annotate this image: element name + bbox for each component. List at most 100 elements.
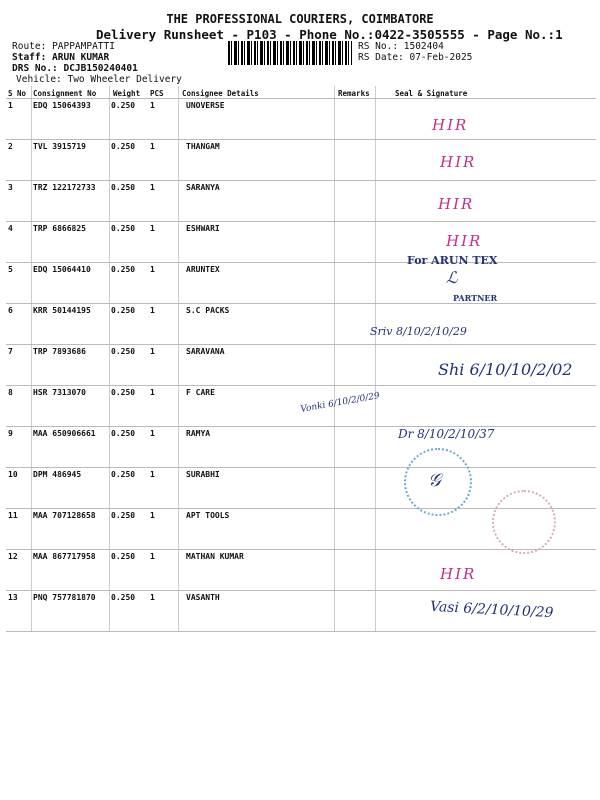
cell-weight: 0.250 [111,470,136,479]
cell-sno: 3 [8,183,13,192]
row-divider [6,549,596,550]
cell-pcs: 1 [150,593,155,602]
cell-sno: 5 [8,265,13,274]
row-divider [6,139,596,140]
signature-row12: HIR [440,565,477,583]
company-title: THE PROFESSIONAL COURIERS, COIMBATORE [166,12,434,26]
cell-weight: 0.250 [111,593,136,602]
header-divider [6,98,596,99]
cell-pcs: 1 [150,552,155,561]
stamp-signature-mark: ℒ [446,268,458,287]
seal-signature-mark: 𝒢 [428,470,441,491]
cell-pcs: 1 [150,142,155,151]
runsheet-subtitle: Delivery Runsheet - P103 - Phone No.:042… [96,27,563,42]
row-divider [6,426,596,427]
signature-row13: Vasi 6/2/10/10/29 [429,598,554,622]
signature-row1: HIR [432,116,469,134]
cell-consignment: HSR 7313070 [33,388,86,397]
cell-pcs: 1 [150,101,155,110]
cell-consignee: F CARE [186,388,215,397]
cell-sno: 10 [8,470,18,479]
cell-weight: 0.250 [111,552,136,561]
cell-pcs: 1 [150,224,155,233]
route: Route: PAPPAMPATTI [12,41,115,52]
column-divider [178,86,179,632]
cell-weight: 0.250 [111,142,136,151]
cell-sno: 8 [8,388,13,397]
signature-row3: HIR [438,195,475,213]
cell-pcs: 1 [150,470,155,479]
round-seal-stamp [404,448,472,516]
cell-weight: 0.250 [111,429,136,438]
column-divider [375,86,376,632]
cell-consignee: SARAVANA [186,347,225,356]
cell-sno: 6 [8,306,13,315]
cell-consignee: SURABHI [186,470,220,479]
cell-consignment: KRR 50144195 [33,306,91,315]
row-divider [6,180,596,181]
company-stamp: For ARUN TEX [407,254,498,267]
cell-weight: 0.250 [111,306,136,315]
cell-consignment: DPM 486945 [33,470,82,479]
row-divider [6,508,596,509]
rs-number: RS No.: 1502404 [358,41,444,52]
col-pcs: PCS [150,89,164,98]
cell-consignment: EDQ 15064410 [33,265,91,274]
cell-consignment: MAA 707128658 [33,511,96,520]
cell-weight: 0.250 [111,388,136,397]
signature-row4: HIR [446,232,483,250]
signature-row8: Vonki 6/10/2/0/29 [299,391,381,415]
col-consignee: Consignee Details [182,89,259,98]
cell-sno: 11 [8,511,18,520]
cell-consignee: THANGAM [186,142,220,151]
cell-consignee: ESHWARI [186,224,220,233]
cell-sno: 4 [8,224,13,233]
row-divider [6,344,596,345]
signature-row7: Shi 6/10/10/2/02 [438,360,573,379]
cell-pcs: 1 [150,429,155,438]
cell-consignment: TVL 3915719 [33,142,86,151]
cell-consignment: TRP 6866825 [33,224,86,233]
cell-pcs: 1 [150,306,155,315]
cell-weight: 0.250 [111,101,136,110]
cell-weight: 0.250 [111,511,136,520]
cell-pcs: 1 [150,265,155,274]
cell-consignee: VASANTH [186,593,220,602]
cell-consignment: MAA 867717958 [33,552,96,561]
cell-sno: 12 [8,552,18,561]
cell-sno: 1 [8,101,13,110]
signature-row9: Dr 8/10/2/10/37 [398,427,495,441]
cell-sno: 2 [8,142,13,151]
row-divider [6,221,596,222]
column-divider [334,86,335,632]
cell-consignment: MAA 650906661 [33,429,96,438]
col-weight: Weight [113,89,141,98]
cell-weight: 0.250 [111,183,136,192]
column-divider [109,86,110,632]
cell-consignment: PNQ 757781870 [33,593,96,602]
signature-row2: HIR [440,153,477,171]
faded-seal-stamp [492,490,556,554]
col-remarks: Remarks [338,89,370,98]
cell-weight: 0.250 [111,347,136,356]
barcode [228,41,352,65]
vehicle: Vehicle: Two Wheeler Delivery [16,74,182,85]
cell-consignment: TRP 7893686 [33,347,86,356]
signature-row6: Sriv 8/10/2/10/29 [370,325,467,338]
cell-weight: 0.250 [111,265,136,274]
cell-pcs: 1 [150,183,155,192]
cell-pcs: 1 [150,511,155,520]
cell-sno: 13 [8,593,18,602]
cell-consignee: RAMYA [186,429,211,438]
row-divider [6,631,596,632]
cell-sno: 9 [8,429,13,438]
cell-consignee: MATHAN KUMAR [186,552,244,561]
cell-consignee: APT TOOLS [186,511,230,520]
cell-sno: 7 [8,347,13,356]
cell-consignee: S.C PACKS [186,306,230,315]
row-divider [6,262,596,263]
row-divider [6,385,596,386]
column-divider [31,86,32,632]
cell-consignee: SARANYA [186,183,220,192]
col-consignment: Consignment No [33,89,97,98]
